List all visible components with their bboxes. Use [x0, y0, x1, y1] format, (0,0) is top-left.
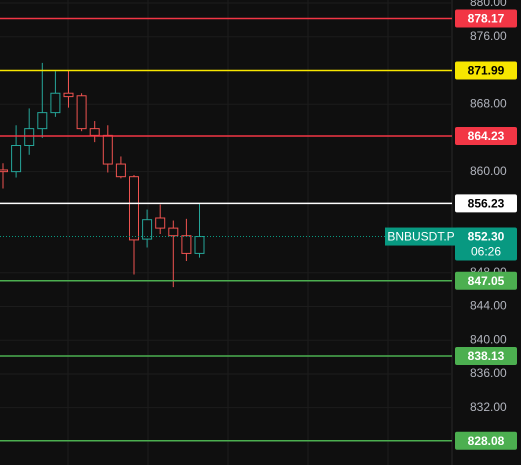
- y-tick-label: 840.00: [470, 332, 507, 346]
- y-tick-label: 836.00: [470, 366, 507, 380]
- level-label-box: [455, 9, 517, 28]
- level-label: 838.13: [468, 349, 505, 363]
- candle-body: [181, 235, 192, 254]
- candle-body: [63, 92, 74, 98]
- candle-body: [24, 128, 35, 147]
- candle-body: [37, 112, 48, 130]
- level-label-box: [455, 194, 517, 213]
- symbol-label: BNBUSDT.P: [387, 230, 454, 244]
- level-label: 828.08: [468, 434, 505, 448]
- level-label-box: [455, 271, 517, 290]
- level-label-box: [455, 61, 517, 80]
- y-tick-label: 880.00: [470, 0, 507, 9]
- y-tick-label: 868.00: [470, 96, 507, 110]
- candle-body: [129, 176, 139, 241]
- level-label: 878.17: [468, 12, 505, 26]
- level-label-box: [455, 346, 517, 365]
- y-tick-label: 832.00: [470, 400, 507, 414]
- candle-body: [142, 219, 153, 240]
- candle-body: [11, 145, 22, 173]
- candle-body: [89, 128, 100, 136]
- level-label: 864.23: [468, 129, 505, 143]
- candle-body: [76, 95, 87, 130]
- y-tick-label: 844.00: [470, 299, 507, 313]
- countdown-label: 06:26: [471, 245, 501, 259]
- level-label: 847.05: [468, 274, 505, 288]
- current-price-box: [455, 227, 517, 261]
- symbol-box: [385, 227, 457, 246]
- candle-body: [50, 92, 61, 114]
- candle-body: [194, 236, 205, 254]
- level-label: 856.23: [468, 197, 505, 211]
- candle-body: [102, 134, 113, 165]
- level-label: 871.99: [468, 64, 505, 78]
- candle-body: [115, 163, 126, 178]
- y-tick-label: 876.00: [470, 29, 507, 43]
- candle-body: [155, 217, 166, 229]
- y-tick-label: 860.00: [470, 164, 507, 178]
- level-label-box: [455, 431, 517, 450]
- candle-body: [168, 227, 179, 237]
- candle-body: [0, 169, 8, 173]
- current-price-label: 852.30: [468, 230, 505, 244]
- level-label-box: [455, 126, 517, 145]
